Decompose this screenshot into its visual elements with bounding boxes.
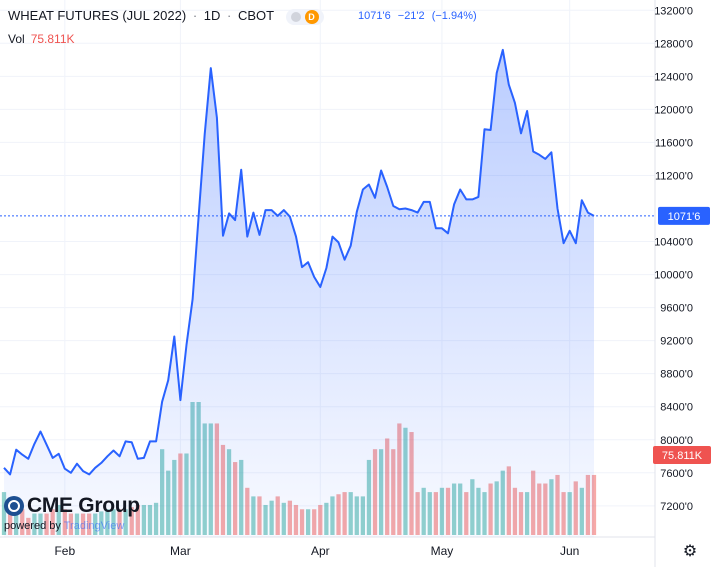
chart-grid	[0, 0, 656, 567]
price-change-percent: (−1.94%)	[431, 10, 477, 22]
volume-title: Vol	[8, 32, 25, 46]
x-axis: Feb Mar Apr May Jun	[54, 544, 579, 558]
volume-legend: Vol 75.811K	[8, 32, 75, 46]
price-line	[3, 48, 595, 476]
y-tick-label: 12800'0	[654, 38, 693, 50]
y-tick-label: 8400'0	[660, 402, 693, 414]
settings-gear-icon[interactable]: ⚙	[682, 543, 698, 560]
last-price: 1071'6	[358, 10, 391, 22]
status-pill[interactable]: D	[285, 8, 324, 25]
y-tick-label: 10400'0	[654, 237, 693, 249]
y-tick-label: 11200'0	[655, 170, 693, 182]
y-tick-label: 7600'0	[660, 468, 693, 480]
y-tick-label: 12400'0	[654, 71, 693, 83]
brand-name: CME Group	[27, 494, 140, 517]
exchange-label: CBOT	[238, 8, 274, 23]
powered-by-label: powered by	[4, 520, 61, 532]
x-tick-label: May	[431, 544, 454, 558]
interval-label[interactable]: 1D	[203, 8, 221, 23]
x-tick-label: Feb	[54, 544, 75, 558]
volume-badge: 75.811K	[653, 446, 711, 464]
y-tick-label: 9200'0	[660, 336, 693, 348]
last-price-label: 1071'6	[668, 211, 701, 223]
x-tick-label: Jun	[560, 544, 579, 558]
symbol-title[interactable]: WHEAT FUTURES (JUL 2022)	[8, 8, 187, 23]
y-axis: 7200'0 7600'0 8000'0 8400'0 8800'0 9200'0 9600…	[654, 5, 693, 513]
brand-logo[interactable]: CME Group powered by TradingView	[4, 494, 140, 532]
provider-name: TradingView	[63, 520, 125, 532]
y-tick-label: 10000'0	[654, 270, 693, 282]
cme-globe-icon	[4, 496, 24, 516]
y-tick-label: 12000'0	[654, 104, 693, 116]
market-status-dot-icon	[290, 11, 301, 22]
delayed-badge: D	[304, 9, 319, 24]
volume-value: 75.811K	[30, 32, 75, 46]
quote-info: 1071'6 −21'2 (−1.94%)	[358, 10, 481, 22]
y-tick-label: 8800'0	[660, 369, 693, 381]
y-tick-label: 13200'0	[654, 5, 693, 17]
chart-header: WHEAT FUTURES (JUL 2022) · 1D · CBOT D	[8, 8, 324, 25]
y-tick-label: 7200'0	[660, 501, 693, 513]
price-area	[4, 49, 594, 538]
price-change: −21'2	[397, 10, 425, 22]
y-tick-label: 11600'0	[655, 137, 693, 149]
y-tick-label: 9600'0	[660, 303, 693, 315]
volume-value-label: 75.811K	[662, 450, 703, 462]
x-tick-label: Mar	[170, 544, 191, 558]
last-price-badge: 1071'6	[658, 206, 710, 225]
x-tick-label: Apr	[311, 544, 330, 558]
y-tick-label: 8000'0	[660, 435, 693, 447]
